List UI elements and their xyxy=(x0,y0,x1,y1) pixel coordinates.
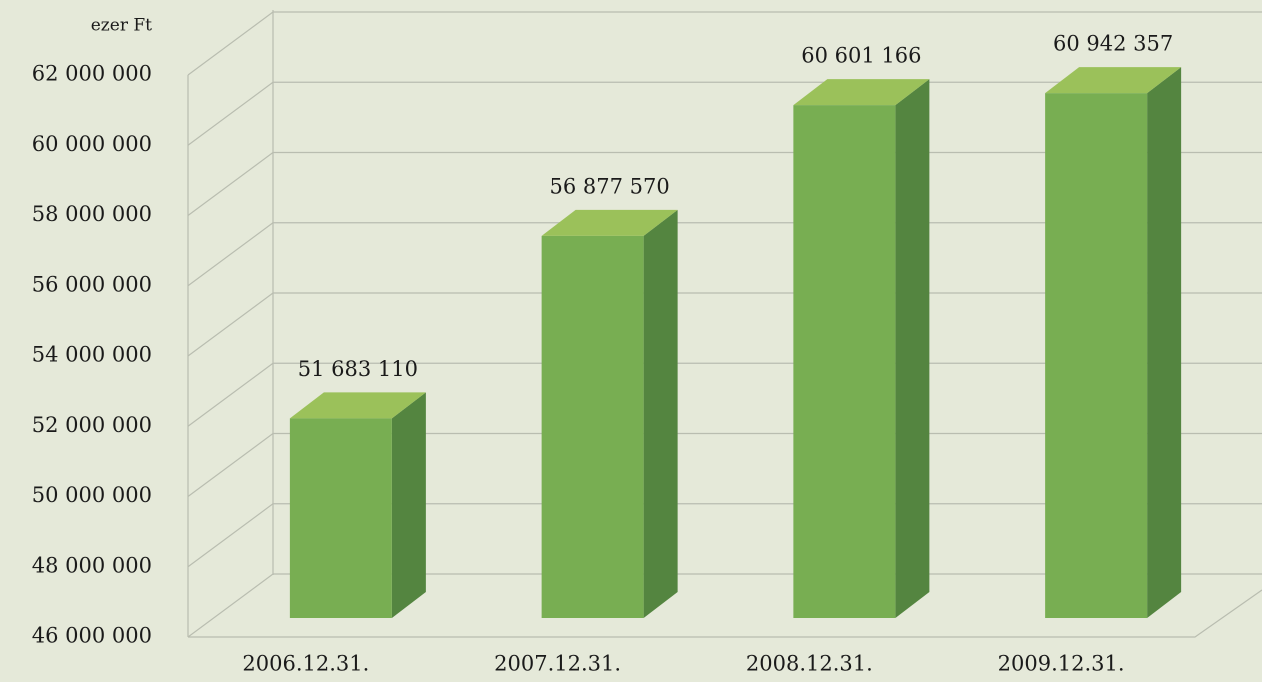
bar-side xyxy=(391,392,426,618)
x-tick-label: 2007.12.31. xyxy=(494,652,621,676)
y-tick-label: 48 000 000 xyxy=(32,553,152,577)
grid-line xyxy=(187,433,274,497)
y-tick-label: 60 000 000 xyxy=(32,132,152,156)
bar-side xyxy=(1147,67,1182,618)
grid-line xyxy=(187,362,274,427)
grid-line xyxy=(187,573,274,638)
unit-label: ezer Ft xyxy=(91,16,152,36)
y-tick-label: 58 000 000 xyxy=(32,202,152,226)
value-label: 51 683 110 xyxy=(298,357,418,381)
grid-line xyxy=(187,81,274,146)
grid-line xyxy=(187,222,274,287)
grid-line xyxy=(187,503,274,568)
y-tick-label: 62 000 000 xyxy=(32,62,152,86)
grid-line xyxy=(187,152,274,216)
value-label: 56 877 570 xyxy=(550,174,670,198)
y-tick-label: 50 000 000 xyxy=(32,483,152,507)
bar-top xyxy=(541,209,678,236)
x-tick-label: 2009.12.31. xyxy=(998,652,1125,676)
grid-line xyxy=(187,11,274,76)
x-tick-label: 2008.12.31. xyxy=(746,652,873,676)
bar xyxy=(1045,93,1148,618)
y-tick-label: 54 000 000 xyxy=(32,343,152,367)
bar-top xyxy=(793,79,930,106)
y-tick-label: 52 000 000 xyxy=(32,413,152,437)
grid-line xyxy=(187,292,274,357)
floor-edge xyxy=(188,589,1262,638)
bar-side xyxy=(643,209,678,618)
bar xyxy=(793,105,896,619)
y-tick-label: 56 000 000 xyxy=(32,272,152,296)
bar-side xyxy=(895,79,930,619)
x-tick-label: 2006.12.31. xyxy=(242,652,369,676)
value-label: 60 601 166 xyxy=(801,44,921,68)
y-tick-label: 46 000 000 xyxy=(32,624,152,648)
bar-top xyxy=(1045,67,1182,94)
bar-top xyxy=(289,392,426,419)
value-label: 60 942 357 xyxy=(1053,32,1173,56)
bar xyxy=(289,418,392,618)
bar xyxy=(541,235,644,618)
